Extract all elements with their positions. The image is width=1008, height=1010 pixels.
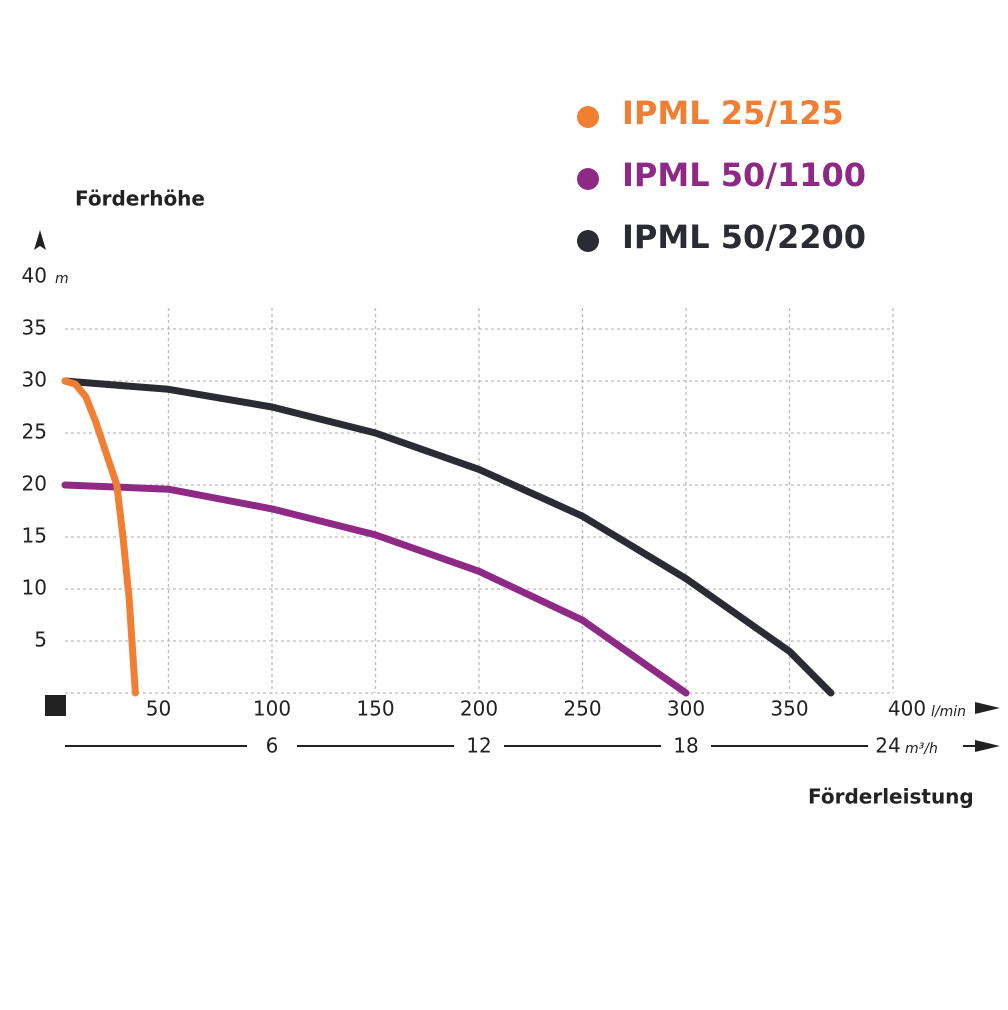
- series-line: [61, 377, 835, 697]
- y-tick-label: 25: [22, 420, 47, 444]
- legend-label: IPML 25/125: [622, 94, 844, 132]
- x-tick-label: 350: [770, 697, 808, 721]
- y-tick-label: 15: [22, 524, 47, 548]
- x2-arrow: [975, 740, 1000, 752]
- x2-label-bg: [247, 734, 297, 758]
- y-tick-label: 10: [22, 576, 47, 600]
- legend-label: IPML 50/1100: [622, 156, 866, 194]
- series-line: [61, 481, 690, 697]
- legend-label: IPML 50/2200: [622, 218, 866, 256]
- x2-tick-label: 18: [673, 734, 698, 758]
- y-tick-label: 40: [22, 264, 47, 288]
- legend-marker: [577, 106, 599, 128]
- x2-label-bg: [661, 734, 711, 758]
- y-tick-label: 5: [34, 628, 47, 652]
- x2-label-bg: [454, 734, 504, 758]
- y-tick-label: 20: [22, 472, 47, 496]
- x2-label-bg: [868, 734, 963, 758]
- x-tick-label: 300: [667, 697, 705, 721]
- origin-mark: [45, 695, 66, 716]
- x-unit: l/min: [931, 704, 966, 720]
- y-axis-label: Förderhöhe: [75, 187, 205, 211]
- x-tick-label: 100: [253, 697, 291, 721]
- x-tick-label: 250: [563, 697, 601, 721]
- x-tick-label: 400: [888, 697, 926, 721]
- y-tick-label: 30: [22, 368, 47, 392]
- y-unit: m: [55, 271, 69, 287]
- x-tick-label: 50: [146, 697, 171, 721]
- y-tick-label: 35: [22, 316, 47, 340]
- x-arrow: [975, 702, 1000, 714]
- x2-tick-label: 6: [266, 734, 279, 758]
- legend-marker: [577, 230, 599, 252]
- x2-tick-label: 12: [466, 734, 491, 758]
- x-tick-label: 200: [460, 697, 498, 721]
- x2-unit: m³/h: [905, 741, 938, 757]
- x-tick-label: 150: [356, 697, 394, 721]
- x-axis-label: Förderleistung: [808, 785, 974, 809]
- legend-marker: [577, 168, 599, 190]
- x2-tick-label: 24: [875, 734, 900, 758]
- y-arrow: [34, 230, 46, 250]
- series-line: [61, 377, 139, 697]
